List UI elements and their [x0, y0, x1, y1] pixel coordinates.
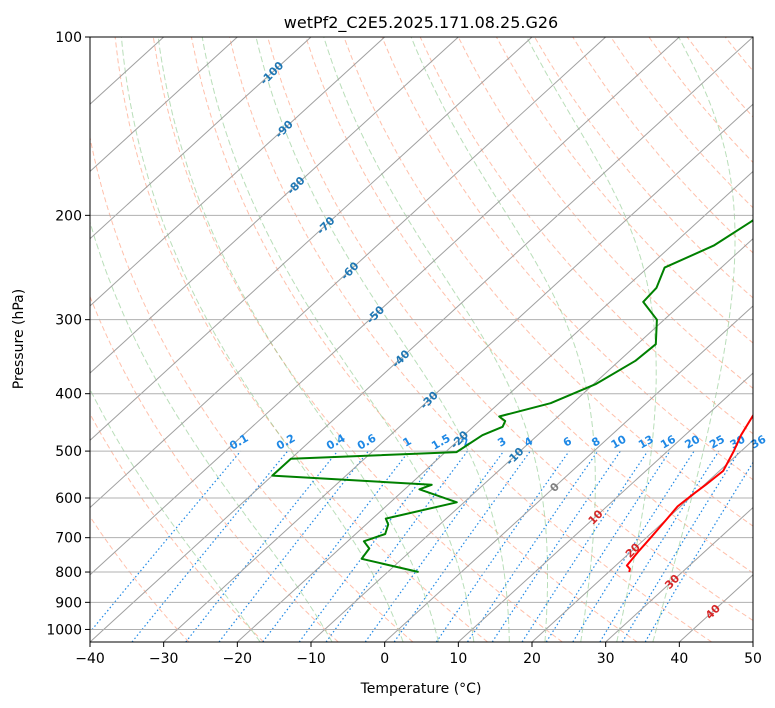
x-tick-label: 20: [523, 651, 541, 667]
isotherm-line: [90, 37, 312, 240]
dry-adiabat: [534, 37, 753, 299]
mixing-ratio-line: [131, 450, 289, 642]
isotherm-line: [90, 37, 238, 173]
mixing-ratio-line: [90, 450, 242, 633]
isotherm-line: [90, 37, 533, 442]
moist-adiabat: [120, 37, 404, 642]
isotherm-line: [531, 439, 753, 642]
moist-adiabat: [90, 220, 333, 642]
isotherm-line: [384, 305, 753, 642]
mixing-ratio-label: 0.2: [274, 432, 297, 453]
mixing-ratio-line: [521, 450, 649, 642]
mixing-ratio-line: [621, 450, 740, 642]
x-tick-label: −10: [296, 651, 326, 667]
mixing-ratio-line: [572, 450, 695, 642]
mixing-ratio-line: [435, 450, 570, 642]
mixing-ratio-label: 0.4: [324, 431, 348, 452]
dry-adiabat: [763, 37, 775, 642]
moist-adiabat: [157, 37, 439, 642]
y-tick-label: 1000: [46, 622, 82, 638]
dry-adiabat: [343, 37, 753, 527]
y-axis-label: Pressure (hPa): [11, 289, 27, 389]
moist-adiabat: [255, 37, 510, 642]
dry-adiabat: [305, 37, 753, 574]
y-tick-label: 600: [55, 491, 82, 507]
x-tick-label: 50: [744, 651, 762, 667]
dry-adiabat: [190, 37, 638, 642]
isotherm-line: [752, 641, 753, 642]
mixing-ratio-label: 1: [401, 435, 414, 450]
moist-adiabat: [410, 37, 596, 642]
isotherm-line: [90, 37, 753, 642]
isotherm-line: [90, 37, 386, 307]
dry-adiabat: [724, 37, 753, 72]
background-lines: [90, 37, 775, 642]
y-tick-label: 500: [55, 444, 82, 460]
dry-adiabat: [572, 37, 753, 254]
x-tick-label: 0: [380, 651, 389, 667]
y-tick-label: 400: [55, 387, 82, 403]
x-tick-label: 40: [670, 651, 688, 667]
mixing-ratio-label: 8: [589, 435, 602, 450]
isotherm-line: [90, 37, 459, 374]
mixing-ratio-label: 25: [707, 433, 727, 452]
y-tick-label: 800: [55, 565, 82, 581]
y-tick-label: 100: [55, 30, 82, 46]
dry-adiabat: [457, 37, 753, 389]
y-tick-label: 900: [55, 595, 82, 611]
mixing-ratio-line: [262, 450, 410, 642]
mixing-ratio-label: 6: [561, 434, 574, 449]
mixing-ratio-line: [364, 450, 505, 642]
isotherm-line: [605, 506, 753, 642]
mixing-ratio-label: 16: [658, 432, 678, 451]
mixing-ratio-line: [185, 450, 339, 642]
x-tick-label: 10: [449, 651, 467, 667]
dry-adiabat: [152, 37, 563, 642]
dry-adiabat: [419, 37, 753, 435]
isotherm-line: [163, 103, 753, 642]
dry-adiabat: [267, 37, 753, 622]
dry-adiabat: [381, 37, 753, 481]
isotherm-line: [236, 170, 753, 642]
mixing-ratio-line: [466, 450, 599, 642]
temperature-profile: [625, 413, 753, 573]
dry-adiabat: [229, 37, 712, 642]
y-tick-label: 300: [55, 313, 82, 329]
x-tick-label: 30: [597, 651, 615, 667]
x-tick-label: −30: [149, 651, 179, 667]
mixing-ratio-line: [491, 450, 621, 642]
moist-adiabat: [652, 37, 736, 642]
isotherm-line: [90, 37, 607, 509]
moist-adiabat: [323, 37, 548, 642]
plot-frame: [89, 36, 754, 643]
x-axis-ticks: −40 −30 −20 −10 0 10 20 30 40 50: [75, 642, 762, 667]
dewpoint-profile: [271, 219, 753, 573]
chart-title: wetPf2_C2E5.2025.171.08.25.G26: [284, 13, 558, 33]
moist-adiabat: [90, 388, 261, 642]
dry-adiabat: [495, 37, 753, 344]
mixing-ratio-label: 3: [495, 435, 508, 450]
isotherm-line: [457, 372, 753, 642]
mixing-ratio-label: 36: [748, 432, 768, 451]
isotherm-line: [310, 237, 753, 642]
x-axis-label: Temperature (°C): [360, 681, 482, 697]
x-tick-label: −40: [75, 651, 105, 667]
mixing-ratio-line: [545, 450, 671, 642]
x-tick-label: −20: [223, 651, 253, 667]
dry-adiabat: [90, 515, 190, 642]
y-tick-label: 700: [55, 531, 82, 547]
mixing-ratio-line: [599, 450, 720, 642]
dry-adiabat: [648, 37, 753, 164]
y-axis-ticks: 100 200 300 400 500 600 700 800 900 1000: [46, 30, 90, 638]
dry-adiabat: [686, 37, 753, 118]
mixing-ratio-line: [298, 450, 444, 642]
dry-adiabat: [90, 412, 264, 642]
dry-adiabat: [114, 37, 488, 642]
profiles: [271, 219, 753, 573]
isotherm-line: [90, 37, 680, 576]
y-tick-label: 200: [55, 208, 82, 224]
